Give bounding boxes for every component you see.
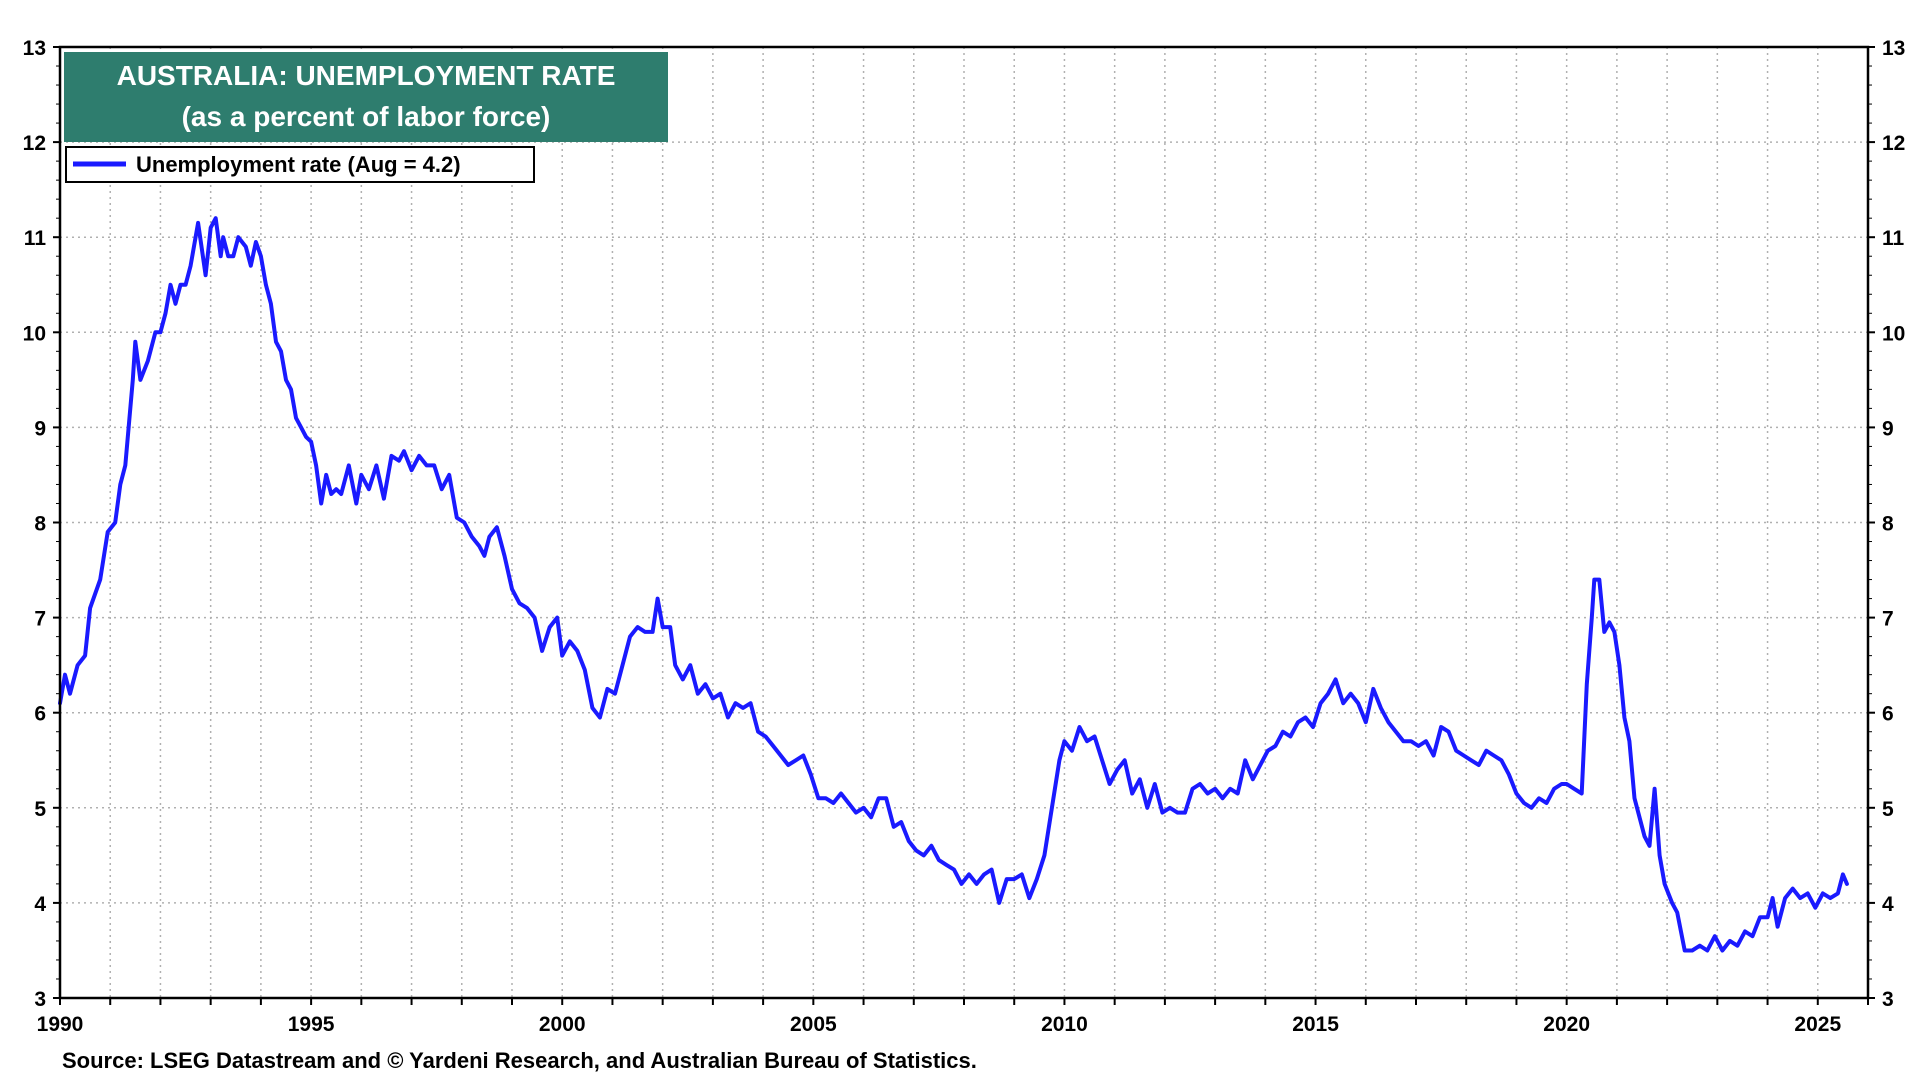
label-layer: 3 3 4 4 5 5 6 6 7 7 8 8 9 9 10 10 11 11 12 12 13 13 1990 1995 20…	[23, 37, 1906, 1036]
y-tick-label-left: 10	[23, 322, 46, 345]
y-tick-label-right: 5	[1882, 798, 1894, 821]
grid-layer	[60, 47, 1868, 998]
tick-layer	[53, 46, 1875, 1005]
legend-box	[65, 146, 535, 183]
x-tick-label: 2000	[539, 1013, 586, 1036]
y-tick-label-left: 6	[34, 703, 46, 726]
x-tick-label: 2020	[1543, 1013, 1590, 1036]
x-tick-label: 2005	[790, 1013, 837, 1036]
x-tick-label: 1995	[288, 1013, 335, 1036]
source-note: Source: LSEG Datastream and © Yardeni Re…	[62, 1048, 977, 1073]
title-box: AUSTRALIA: UNEMPLOYMENT RATE (as a perce…	[64, 52, 668, 142]
y-tick-label-right: 12	[1882, 132, 1905, 155]
y-tick-label-left: 4	[34, 893, 46, 916]
series-layer	[58, 216, 1849, 953]
y-tick-label-right: 6	[1882, 703, 1894, 726]
unemployment-rate-line	[58, 216, 1849, 953]
y-tick-label-right: 11	[1882, 227, 1905, 250]
y-tick-label-left: 11	[24, 227, 47, 250]
y-tick-label-right: 8	[1882, 513, 1894, 536]
y-tick-label-right: 13	[1882, 37, 1905, 60]
x-tick-label: 2010	[1041, 1013, 1088, 1036]
legend-label: Unemployment rate (Aug = 4.2)	[136, 152, 461, 177]
x-tick-label: 2015	[1292, 1013, 1339, 1036]
chart-title: AUSTRALIA: UNEMPLOYMENT RATE	[117, 60, 616, 91]
y-tick-label-right: 7	[1882, 608, 1894, 631]
x-tick-label: 1990	[37, 1013, 84, 1036]
y-tick-label-left: 13	[23, 37, 46, 60]
y-tick-label-right: 3	[1882, 988, 1894, 1011]
y-tick-label-left: 12	[23, 132, 46, 155]
y-tick-label-right: 4	[1882, 893, 1894, 916]
y-tick-label-left: 8	[34, 513, 46, 536]
y-tick-label-left: 7	[34, 608, 46, 631]
y-tick-label-left: 5	[34, 798, 46, 821]
y-tick-label-left: 3	[34, 988, 46, 1011]
legend: Unemployment rate (Aug = 4.2)	[65, 146, 535, 183]
y-tick-label-right: 10	[1882, 322, 1905, 345]
title-background	[64, 52, 668, 142]
chart-subtitle: (as a percent of labor force)	[182, 101, 551, 132]
y-tick-label-left: 9	[34, 417, 46, 440]
x-tick-label: 2025	[1794, 1013, 1841, 1036]
y-tick-label-right: 9	[1882, 417, 1894, 440]
